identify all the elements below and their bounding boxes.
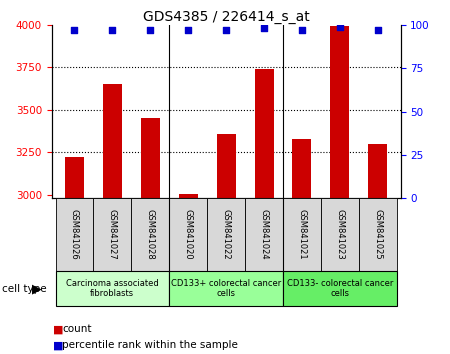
- Bar: [169, 271, 283, 306]
- Bar: [169, 198, 207, 271]
- Bar: [55, 198, 94, 271]
- Point: [184, 27, 192, 33]
- Bar: [216, 133, 236, 354]
- Text: ■: ■: [53, 324, 63, 334]
- Text: GSM841021: GSM841021: [297, 209, 306, 260]
- Bar: [245, 198, 283, 271]
- Text: count: count: [62, 324, 92, 334]
- Bar: [55, 271, 169, 306]
- Text: GSM841024: GSM841024: [260, 209, 269, 260]
- Text: GSM841025: GSM841025: [373, 209, 382, 260]
- Bar: [255, 69, 274, 354]
- Text: GSM841023: GSM841023: [335, 209, 344, 260]
- Text: CD133- colorectal cancer
cells: CD133- colorectal cancer cells: [287, 279, 393, 298]
- Bar: [131, 198, 169, 271]
- Text: cell type: cell type: [2, 284, 47, 293]
- Title: GDS4385 / 226414_s_at: GDS4385 / 226414_s_at: [143, 10, 310, 24]
- Bar: [179, 194, 198, 354]
- Text: GSM841020: GSM841020: [184, 209, 193, 260]
- Bar: [94, 198, 131, 271]
- Point: [374, 27, 381, 33]
- Point: [223, 27, 230, 33]
- Bar: [65, 158, 84, 354]
- Text: percentile rank within the sample: percentile rank within the sample: [62, 340, 238, 350]
- Text: CD133+ colorectal cancer
cells: CD133+ colorectal cancer cells: [171, 279, 281, 298]
- Bar: [141, 118, 160, 354]
- Text: Carcinoma associated
fibroblasts: Carcinoma associated fibroblasts: [66, 279, 159, 298]
- Point: [147, 27, 154, 33]
- Bar: [283, 198, 321, 271]
- Bar: [207, 198, 245, 271]
- Text: GSM841022: GSM841022: [222, 209, 231, 260]
- Bar: [103, 84, 122, 354]
- Text: GSM841026: GSM841026: [70, 209, 79, 260]
- Bar: [321, 198, 359, 271]
- Text: ▶: ▶: [32, 282, 42, 295]
- Bar: [330, 27, 349, 354]
- Text: ■: ■: [53, 340, 63, 350]
- Point: [261, 25, 268, 31]
- Bar: [359, 198, 397, 271]
- Text: GSM841027: GSM841027: [108, 209, 117, 260]
- Point: [336, 24, 343, 29]
- Bar: [283, 271, 397, 306]
- Point: [298, 27, 306, 33]
- Text: GSM841028: GSM841028: [146, 209, 155, 260]
- Point: [109, 27, 116, 33]
- Bar: [292, 139, 311, 354]
- Point: [71, 27, 78, 33]
- Bar: [368, 144, 387, 354]
